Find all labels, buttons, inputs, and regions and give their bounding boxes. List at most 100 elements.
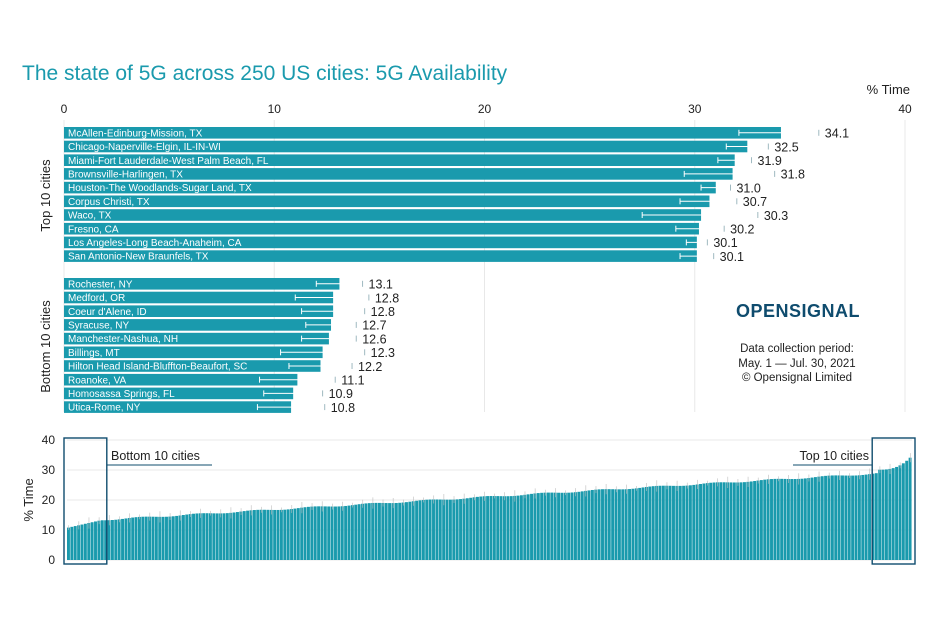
data-collection-note: Data collection period: May. 1 — Jul. 30… <box>716 342 878 386</box>
column-bar <box>641 487 645 560</box>
column-bar <box>665 485 669 560</box>
column-bar <box>878 469 882 560</box>
highlight-box-top10 <box>871 437 916 565</box>
column-bar <box>546 492 550 560</box>
column-bar <box>117 519 121 560</box>
bar-value-label: 30.2 <box>730 223 754 237</box>
column-bar <box>107 520 111 560</box>
bar-category-label: Homosassa Springs, FL <box>68 389 175 400</box>
column-bar <box>753 481 757 560</box>
column-bar <box>746 481 750 560</box>
bar <box>64 154 735 166</box>
column-bar <box>340 506 344 560</box>
column-bar <box>563 492 567 560</box>
column-bar <box>597 489 601 560</box>
column-bar <box>432 499 435 560</box>
column-bar <box>334 506 337 560</box>
column-bar <box>672 485 675 560</box>
bar-category-label: Brownsville-Harlingen, TX <box>68 170 183 181</box>
column-bar <box>462 498 466 560</box>
column-bar <box>881 469 885 560</box>
column-bar <box>411 501 415 560</box>
column-bar <box>317 506 321 560</box>
column-bar <box>300 507 304 560</box>
column-bar <box>803 478 807 560</box>
column-bar <box>661 485 665 560</box>
column-bar <box>699 483 702 560</box>
bar-value-label: 10.8 <box>331 401 355 415</box>
column-bar <box>624 489 628 560</box>
bar-category-label: McAllen-Edinburg-Mission, TX <box>68 128 203 139</box>
column-bar <box>337 506 341 560</box>
chart-title: The state of 5G across 250 US cities: 5G… <box>22 62 508 85</box>
group-label: Top 10 cities <box>38 159 53 232</box>
column-bar <box>104 520 108 560</box>
bar-category-label: Syracuse, NY <box>68 321 129 332</box>
column-bar <box>519 495 523 560</box>
column-bar <box>587 490 591 560</box>
column-bar <box>668 485 672 560</box>
y-tick-label: 20 <box>42 493 56 507</box>
column-bar <box>871 473 875 560</box>
bar-category-label: Miami-Fort Lauderdale-West Palm Beach, F… <box>68 156 269 167</box>
column-bar <box>557 492 561 560</box>
bar-category-label: Coeur d'Alene, ID <box>68 307 147 318</box>
bar-value-label: 12.6 <box>362 332 386 346</box>
column-bar <box>749 481 753 560</box>
column-bar <box>276 509 280 560</box>
column-bar <box>269 509 273 560</box>
x-axis-unit-label: % Time <box>866 82 910 97</box>
bar-category-label: San Antonio-New Braunfels, TX <box>68 252 209 263</box>
column-bar <box>401 502 405 560</box>
column-bar <box>263 509 266 560</box>
column-bar <box>638 487 642 560</box>
column-bar <box>590 489 594 560</box>
column-bar <box>709 482 713 560</box>
column-bar <box>898 465 902 560</box>
column-bar <box>530 493 533 560</box>
column-bar <box>810 477 814 560</box>
column-bar <box>726 482 730 560</box>
column-bar <box>303 507 307 560</box>
bar-category-label: Los Angeles-Long Beach-Anaheim, CA <box>68 238 242 249</box>
column-bar <box>891 468 895 560</box>
bar <box>64 236 697 249</box>
column-bar <box>678 485 682 560</box>
column-bar <box>506 496 510 560</box>
column-bar <box>178 515 182 560</box>
column-bar <box>229 512 233 560</box>
column-bar <box>770 479 773 560</box>
column-bar <box>800 478 804 560</box>
column-bar <box>536 493 540 560</box>
column-bar <box>205 513 209 560</box>
x-tick-label: 0 <box>61 102 68 116</box>
column-bar <box>219 513 223 560</box>
column-bar <box>306 506 310 560</box>
column-bar <box>310 506 314 560</box>
column-bar <box>469 497 473 560</box>
column-bar <box>705 483 709 560</box>
bar-value-label: 12.7 <box>362 319 386 333</box>
bar-category-label: Rochester, NY <box>68 279 133 290</box>
column-bar <box>381 502 385 560</box>
bar <box>64 168 733 180</box>
column-bar <box>766 479 770 560</box>
column-bar <box>175 515 179 560</box>
highlight-box-bottom10 <box>63 437 108 565</box>
column-bar <box>492 496 496 560</box>
column-bar <box>688 485 692 560</box>
column-bar <box>327 506 331 560</box>
column-bar <box>286 509 290 560</box>
column-bar <box>124 518 128 560</box>
column-bar <box>323 506 327 560</box>
column-bar <box>435 499 439 560</box>
bar-value-label: 12.8 <box>375 291 399 305</box>
column-bar <box>743 482 746 560</box>
column-bar <box>347 505 351 560</box>
column-bar <box>442 499 446 560</box>
bar <box>64 373 298 386</box>
column-bar <box>607 489 611 560</box>
column-bar <box>905 460 909 560</box>
bar-value-label: 31.8 <box>781 168 805 182</box>
column-bar <box>459 499 463 560</box>
